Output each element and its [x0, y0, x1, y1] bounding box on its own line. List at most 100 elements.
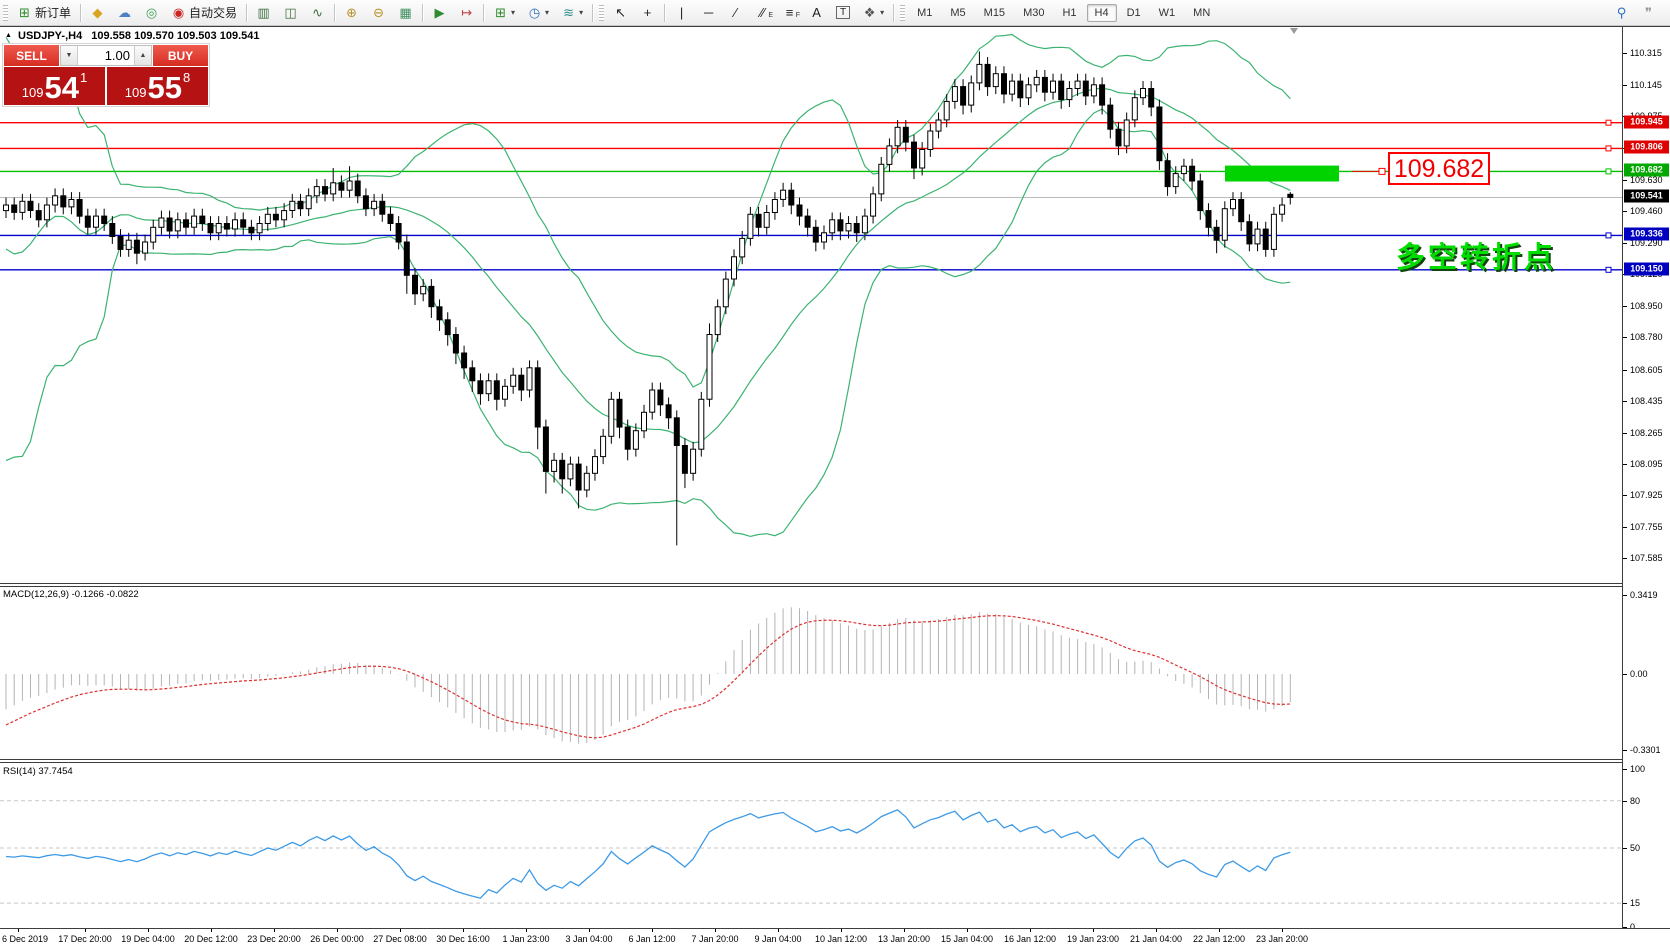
market-depth-button[interactable]: ☁: [112, 2, 137, 23]
main-chart-area[interactable]: [0, 27, 1622, 584]
time-axis-label: 6 Jan 12:00: [628, 934, 676, 944]
bar-chart-button[interactable]: ▥: [251, 2, 276, 23]
timeframe-h1-button[interactable]: H1: [1062, 6, 1077, 19]
autotrading-button-label: 自动交易: [189, 6, 238, 20]
signals-button[interactable]: ◎: [139, 2, 164, 23]
autotrading-button[interactable]: ◉ 自动交易: [166, 1, 242, 24]
chevron-down-icon[interactable]: ▾: [511, 8, 516, 17]
time-axis-label: 6 Dec 2019: [2, 934, 49, 944]
zoom-in-button[interactable]: ⊕: [339, 2, 364, 23]
periods-icon: ◷: [528, 5, 541, 20]
price-axis-tick: 110.145: [1630, 79, 1662, 90]
timeframe-m5-button[interactable]: M5: [950, 6, 966, 19]
timeframe-h4-button[interactable]: H4: [1086, 3, 1117, 22]
chart-shift-button[interactable]: ↦: [454, 2, 479, 23]
chart-note-text[interactable]: 多空转折点: [1396, 242, 1557, 274]
time-axis-label: 21 Jan 04:00: [1129, 934, 1183, 944]
arrows-button[interactable]: ❖ ▾: [857, 2, 889, 23]
autoscroll-button[interactable]: ▶: [427, 2, 452, 23]
candlestick-chart-icon: ◫: [284, 5, 297, 20]
community-icon[interactable]: ❞: [1636, 2, 1661, 23]
price-axis-tick: 109.460: [1630, 206, 1663, 217]
timeframe-mn-button[interactable]: MN: [1193, 6, 1211, 19]
label-button[interactable]: T: [831, 3, 855, 22]
zoom-out-button[interactable]: ⊖: [366, 2, 391, 23]
search-icon[interactable]: ⚲: [1609, 2, 1634, 23]
arrows-icon: ❖: [863, 5, 876, 20]
timeframe-d1-button[interactable]: D1: [1126, 6, 1141, 19]
volume-decrease-button[interactable]: ▼: [61, 46, 78, 65]
buy-button[interactable]: BUY: [153, 45, 208, 66]
vline-button[interactable]: |: [669, 2, 694, 23]
rsi-label: RSI(14) 37.7454: [3, 766, 73, 777]
price-axis-tick: 107.925: [1630, 490, 1663, 501]
buy-price-panel[interactable]: 109 55 8: [107, 67, 208, 105]
volume-increase-button[interactable]: ▲: [134, 46, 151, 65]
macd-axis-tick: -0.3301: [1630, 744, 1661, 755]
time-axis-label: 27 Dec 08:00: [373, 934, 427, 944]
timeframe-m15-button[interactable]: M15: [983, 6, 1006, 19]
collapse-triangle-icon[interactable]: ▲: [5, 32, 12, 39]
profile-icon-icon: ◆: [92, 5, 103, 20]
new-chart-button[interactable]: ⊞ ▾: [488, 2, 520, 23]
crosshair-button[interactable]: +: [635, 2, 660, 23]
channel-button[interactable]: ∕∕ E: [750, 2, 775, 23]
sell-price-base: 109: [21, 85, 44, 100]
trendline-icon: ∕: [734, 5, 737, 20]
periods-button[interactable]: ◷ ▾: [522, 2, 554, 23]
profile-icon-button[interactable]: ◆: [85, 2, 110, 23]
price-axis[interactable]: 110.315110.145109.975109.805109.630109.4…: [1622, 27, 1670, 932]
fibonacci-button[interactable]: ≡ F: [777, 2, 802, 23]
sell-price-panel[interactable]: 109 54 1: [4, 67, 105, 105]
price-axis-tick: 108.095: [1630, 458, 1663, 469]
new-order-icon: ⊞: [19, 5, 30, 20]
macd-axis-tick: 0.00: [1630, 669, 1648, 679]
chart-border: [0, 26, 1670, 27]
cursor-button[interactable]: ↖: [608, 2, 633, 23]
panel-separator[interactable]: [0, 583, 1670, 587]
icon-sub-letter: F: [795, 12, 801, 19]
price-axis-tick: 108.780: [1630, 332, 1663, 343]
time-axis[interactable]: 6 Dec 2019 17 Dec 20:00 19 Dec 04:00 20 Dec…: [0, 928, 1670, 947]
new-chart-icon: ⊞: [495, 5, 506, 20]
sell-button[interactable]: SELL: [4, 45, 59, 66]
toolbar-grip[interactable]: [599, 4, 605, 21]
price-annotation-box[interactable]: 109.682: [1388, 152, 1490, 185]
macd-label: MACD(12,26,9) -0.1266 -0.0822: [3, 589, 139, 600]
macd-panel[interactable]: [0, 587, 1622, 759]
toolbar-grip[interactable]: [3, 4, 8, 21]
zoom-in-icon: ⊕: [346, 5, 357, 20]
rsi-axis-tick: 80: [1630, 795, 1641, 806]
timeframe-w1-button[interactable]: W1: [1158, 6, 1176, 19]
chevron-down-icon[interactable]: ▾: [880, 8, 885, 17]
vline-icon: |: [679, 5, 684, 20]
line-chart-button[interactable]: ∿: [305, 2, 330, 23]
timeframe-m30-button[interactable]: M30: [1023, 6, 1045, 19]
panel-separator[interactable]: [0, 759, 1670, 763]
chevron-down-icon[interactable]: ▾: [545, 8, 550, 17]
chevron-down-icon[interactable]: ▾: [579, 8, 584, 17]
toolbar-grip[interactable]: [900, 4, 906, 21]
time-axis-label: 10 Jan 12:00: [814, 934, 868, 944]
symbol-period-label: USDJPY-,H4: [18, 30, 83, 42]
new-order-button[interactable]: ⊞ 新订单: [12, 1, 76, 24]
hline-button[interactable]: ─: [696, 2, 721, 23]
timeframe-m1-button[interactable]: M1: [917, 6, 933, 19]
ohlc-values: 109.558 109.570 109.503 109.541: [91, 30, 260, 42]
rsi-panel[interactable]: [0, 763, 1622, 928]
template-button[interactable]: ≋ ▾: [556, 2, 588, 23]
rsi-axis-tick: 0: [1630, 921, 1636, 932]
candlestick-chart-button[interactable]: ◫: [278, 2, 303, 23]
trendline-button[interactable]: ∕: [723, 2, 748, 23]
tile-windows-button[interactable]: ▦: [393, 2, 418, 23]
time-axis-label: 15 Jan 04:00: [940, 934, 994, 944]
label-icon: T: [836, 6, 851, 19]
text-button[interactable]: A: [804, 2, 829, 23]
time-axis-label: 9 Jan 04:00: [754, 934, 802, 944]
autoscroll-icon: ▶: [434, 5, 445, 20]
price-level-badge: 109.682: [1624, 163, 1669, 177]
volume-input[interactable]: 1.00: [78, 46, 134, 65]
time-axis-label: 1 Jan 23:00: [502, 934, 550, 944]
chart-shift-icon: ↦: [461, 5, 472, 20]
